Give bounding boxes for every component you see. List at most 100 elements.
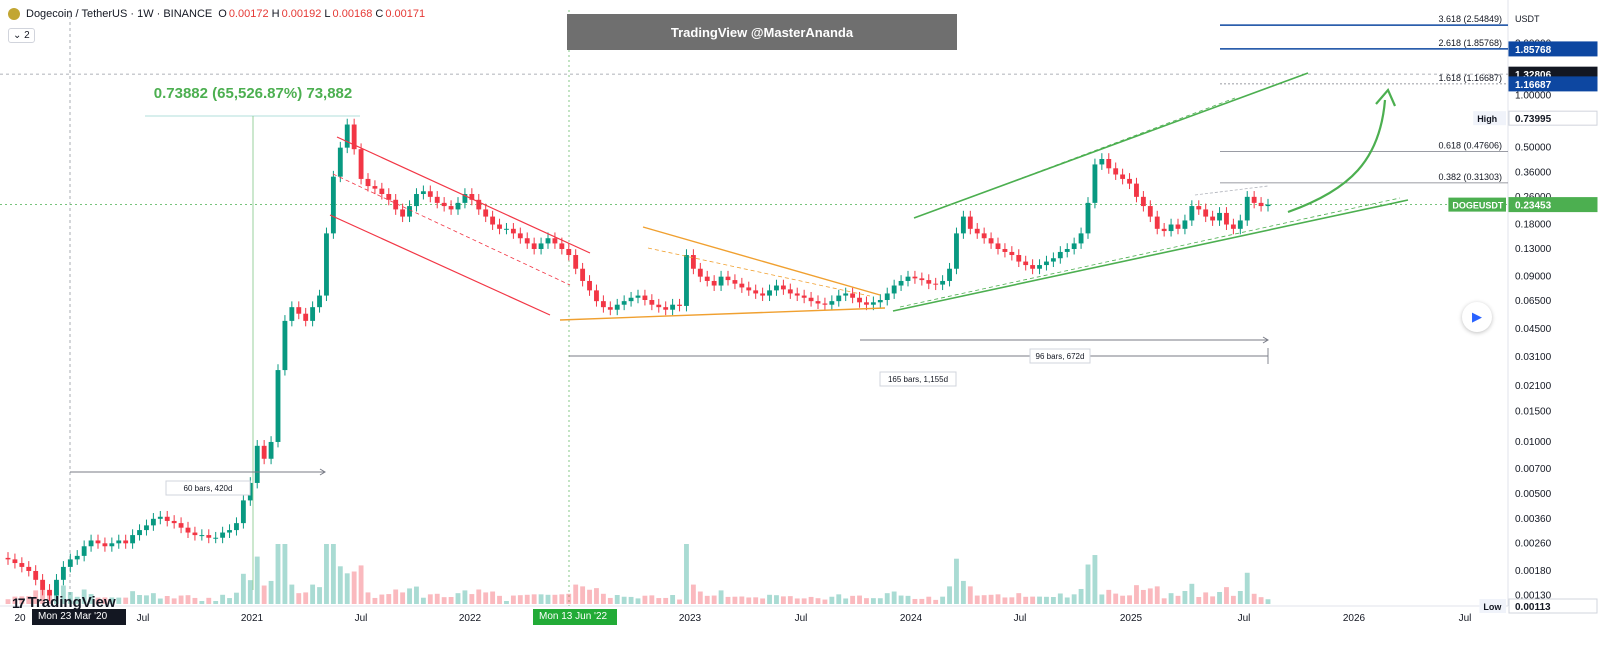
volume-bar (427, 594, 433, 604)
candle-body (1168, 224, 1174, 232)
channel-mid-red (332, 173, 571, 286)
candle-body (81, 546, 87, 556)
candle-body (760, 293, 766, 296)
range-96-label: 96 bars, 672d (1036, 352, 1085, 361)
volume-bar (926, 596, 932, 604)
candle-body (12, 559, 18, 564)
volume-bar (109, 597, 115, 604)
volume-bar (905, 595, 911, 604)
candle-body (476, 199, 482, 210)
volume-bar (981, 595, 987, 604)
volume-bar (1078, 588, 1084, 604)
candle-body (289, 307, 295, 321)
candle-body (1224, 212, 1229, 225)
candle-body (60, 566, 66, 580)
price-tag-value: 1.16687 (1515, 80, 1552, 91)
volume-bar (1044, 596, 1049, 604)
volume-bar (587, 589, 592, 604)
candle-body (1251, 196, 1257, 203)
symbol-title[interactable]: Dogecoin / TetherUS · 1W · BINANCE (26, 8, 213, 20)
candle-body (67, 559, 73, 567)
price-tag-label: DOGEUSDT (1452, 201, 1504, 211)
candle-body (130, 535, 136, 544)
date-badge-mid: Mon 13 Jun '22 (533, 609, 617, 625)
candle-body (988, 238, 994, 244)
volume-bar (1127, 595, 1132, 604)
forecast-arrow-head (1375, 87, 1397, 107)
candle-body (351, 124, 357, 150)
candle-body (462, 194, 468, 203)
volume-bar (1161, 598, 1167, 604)
candle-body (317, 295, 322, 308)
candle-body (642, 295, 648, 300)
volume-bar (60, 585, 66, 604)
volume-bar (254, 556, 260, 604)
volume-bar (566, 593, 572, 604)
volume-bar (1244, 572, 1250, 604)
volume-bar (974, 595, 980, 604)
fib-level-label: 3.618 (2.54849) (1438, 14, 1502, 24)
candle-body (981, 233, 987, 239)
price-tag-value: 0.23453 (1515, 201, 1552, 212)
candle-body (1050, 258, 1056, 262)
candle-body (1092, 164, 1098, 203)
candle-body (88, 540, 94, 547)
volume-bar (1217, 591, 1222, 604)
volume-bar (420, 597, 426, 604)
candle-body (102, 543, 108, 547)
volume-bar (324, 544, 329, 604)
volume-bar (725, 596, 731, 604)
volume-bar (434, 593, 440, 604)
y-tick-label: 0.00500 (1515, 489, 1552, 500)
price-tag-box (1508, 110, 1598, 126)
candle-body (1154, 216, 1160, 229)
volume-bar (656, 598, 662, 604)
candle-body (1230, 224, 1236, 229)
channel-lower-red (329, 214, 551, 316)
volume-bar (130, 591, 136, 604)
candle-body (358, 149, 364, 179)
volume-bar (483, 592, 489, 604)
candle-body (725, 276, 731, 281)
candle-body (1037, 265, 1042, 269)
volume-bar (400, 592, 406, 604)
volume-bar (884, 593, 890, 604)
fib-level-label: 0.618 (0.47606) (1438, 140, 1502, 150)
volume-bar (954, 558, 959, 604)
y-tick-label: 1.00000 (1515, 91, 1552, 102)
volume-bar (386, 594, 392, 604)
price-tag-label: Low (1483, 602, 1502, 612)
volume-bar (1134, 585, 1139, 604)
volume-bar (185, 595, 191, 604)
volume-bar (12, 596, 18, 604)
candle-body (857, 297, 862, 303)
candle-body (504, 228, 509, 230)
volume-bar (857, 595, 862, 604)
candle-body (109, 543, 115, 547)
candle-body (1237, 220, 1243, 229)
candle-body (234, 523, 239, 531)
volume-bar (808, 596, 814, 604)
candle-body (1182, 220, 1188, 229)
volume-bar (1154, 586, 1160, 604)
volume-bar (330, 544, 336, 604)
volume-bar (753, 597, 759, 604)
candle-body (54, 579, 59, 596)
candle-body (1071, 243, 1077, 249)
candle-body (171, 520, 177, 524)
volume-bar (988, 594, 994, 604)
channel-lower-green (892, 199, 1409, 312)
indicators-toggle[interactable]: ⌄ 2 (8, 28, 35, 43)
candle-body (455, 202, 461, 210)
play-replay-button[interactable]: ▶ (1462, 302, 1492, 332)
candle-body (1210, 216, 1216, 221)
volume-bar (414, 586, 419, 604)
candle-body (524, 238, 530, 244)
candle-body (227, 530, 232, 533)
candle-body (1064, 248, 1070, 252)
volume-bar (843, 598, 849, 604)
candle-body (573, 255, 579, 269)
candle-body (517, 233, 523, 239)
